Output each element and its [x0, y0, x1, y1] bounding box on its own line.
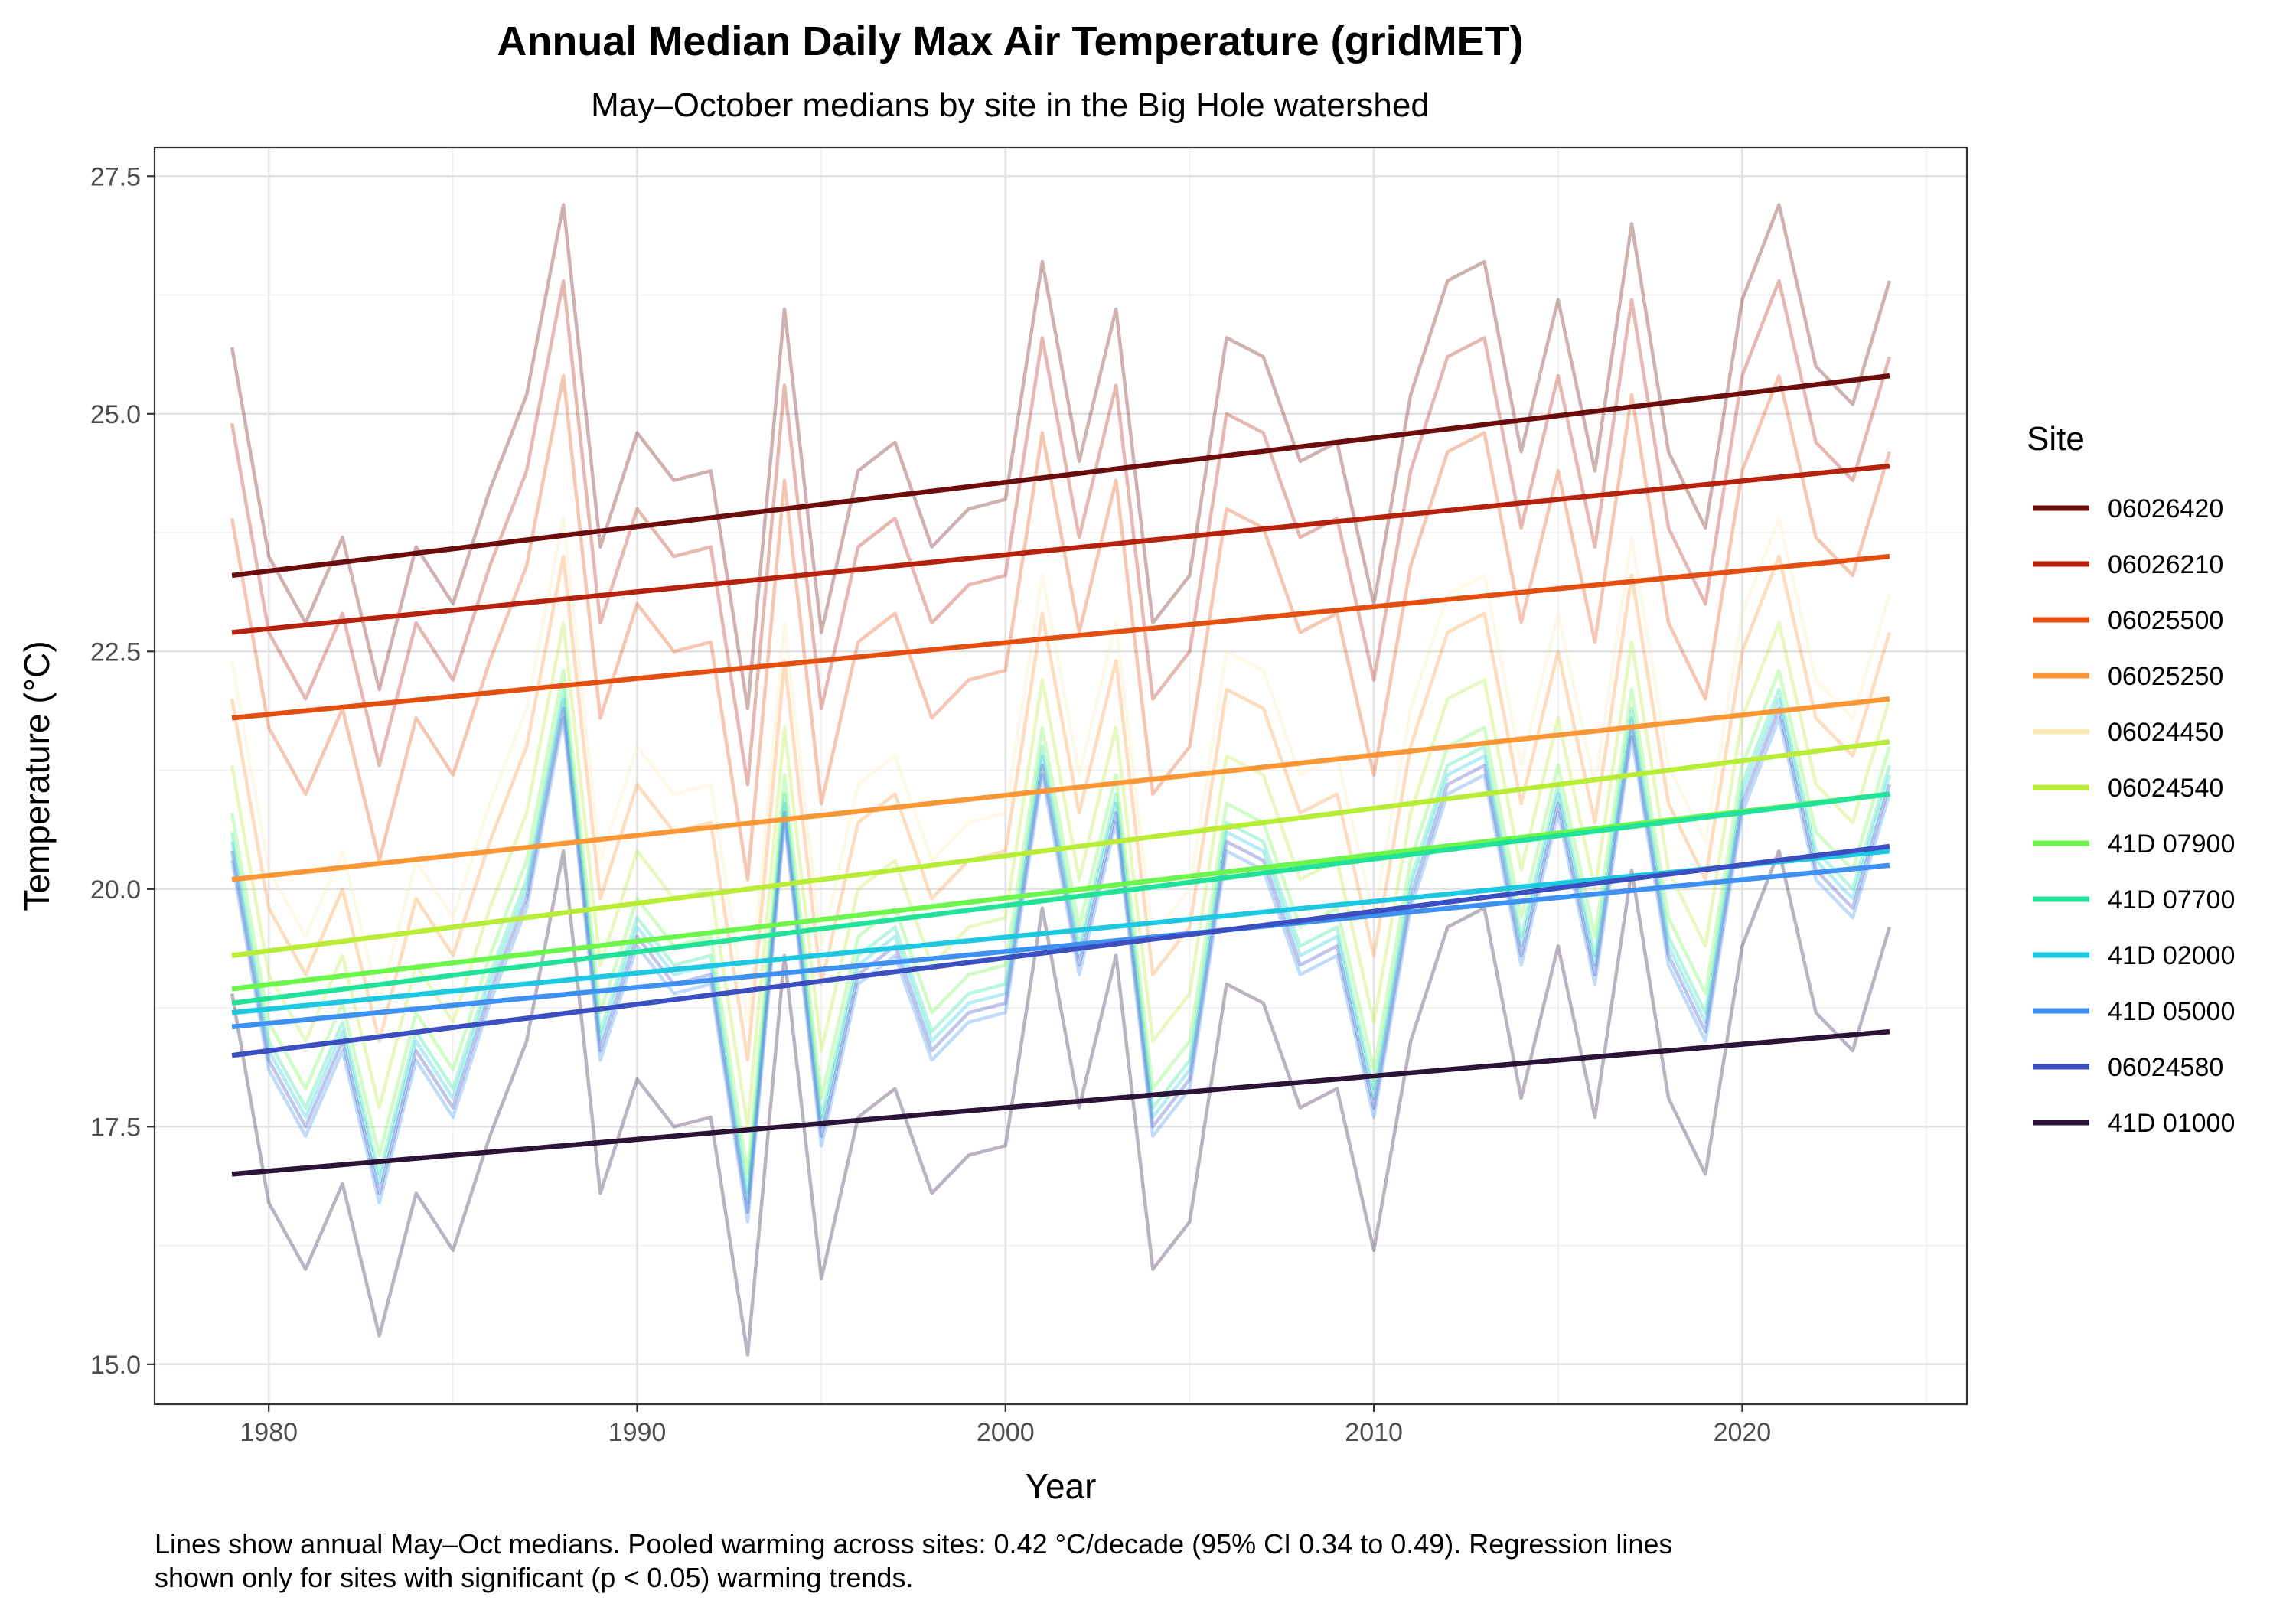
x-axis-title: Year: [1026, 1466, 1097, 1506]
legend-label: 06025500: [2108, 606, 2223, 635]
legend-label: 06026420: [2108, 494, 2223, 523]
y-tick-label: 22.5: [90, 637, 141, 667]
legend-title: Site: [2027, 420, 2085, 458]
chart-title: Annual Median Daily Max Air Temperature …: [497, 18, 1523, 64]
legend-label: 41D 01000: [2108, 1109, 2235, 1138]
legend-item-06026210: 06026210: [2033, 550, 2223, 579]
caption-line-1: Lines show annual May–Oct medians. Poole…: [155, 1528, 1672, 1560]
trend-line-41D-01000: [231, 1028, 1890, 1177]
y-tick-label: 27.5: [90, 162, 141, 191]
trend-lines: [231, 373, 1890, 1177]
legend-item-41D-01000: 41D 01000: [2033, 1109, 2235, 1138]
caption-line-2: shown only for sites with significant (p…: [155, 1562, 913, 1593]
y-tick-label: 17.5: [90, 1113, 141, 1142]
legend-item-41D-07900: 41D 07900: [2033, 830, 2235, 859]
y-tick-label: 15.0: [90, 1351, 141, 1380]
y-tick-label: 25.0: [90, 400, 141, 429]
trend-line-41D-05000: [231, 862, 1890, 1030]
chart-subtitle: May–October medians by site in the Big H…: [591, 86, 1430, 124]
x-tick-label: 2000: [977, 1418, 1035, 1447]
series-line-06025250: [230, 554, 1892, 1062]
legend-item-41D-02000: 41D 02000: [2033, 941, 2235, 970]
legend: 06026420 06026210 06025500 06025250 06024450…: [2033, 494, 2235, 1138]
trend-line-06026420: [231, 373, 1890, 579]
legend-label: 06024540: [2108, 774, 2223, 803]
legend-label: 41D 07700: [2108, 885, 2235, 914]
legend-item-06024540: 06024540: [2033, 774, 2223, 803]
legend-label: 41D 07900: [2108, 830, 2235, 859]
series-line-06024450: [230, 517, 1892, 1024]
trend-line-06025500: [231, 553, 1890, 721]
legend-item-06026420: 06026420: [2033, 494, 2223, 523]
legend-label: 41D 05000: [2108, 997, 2235, 1026]
series-line-06026420: [230, 203, 1892, 711]
y-axis-title: Temperature (°C): [17, 641, 57, 911]
series-lines: [230, 203, 1892, 1357]
series-line-41D-01000: [230, 849, 1892, 1357]
series-line-06025500: [230, 373, 1892, 882]
legend-label: 06026210: [2108, 550, 2223, 579]
trend-line-06024580: [231, 843, 1890, 1058]
series-line-06026210: [230, 279, 1892, 787]
plot-panel-border: [153, 146, 1968, 1406]
y-tick-label: 20.0: [90, 875, 141, 905]
trend-line-41D-02000: [231, 848, 1890, 1015]
trend-line-41D-07700: [231, 791, 1890, 1006]
trend-line-06025250: [231, 696, 1890, 882]
series-line-06024540: [230, 621, 1892, 1129]
legend-item-41D-05000: 41D 05000: [2033, 997, 2235, 1026]
x-tick-label: 1990: [608, 1418, 667, 1447]
legend-item-06024580: 06024580: [2033, 1053, 2223, 1082]
series-line-41D-02000: [230, 697, 1892, 1204]
legend-item-06024450: 06024450: [2033, 718, 2223, 747]
x-tick-label: 1980: [240, 1418, 298, 1447]
legend-label: 41D 02000: [2108, 941, 2235, 970]
legend-label: 06024580: [2108, 1053, 2223, 1082]
x-tick-label: 2020: [1714, 1418, 1772, 1447]
trend-line-06024540: [231, 739, 1890, 958]
legend-item-06025500: 06025500: [2033, 606, 2223, 635]
x-tick-label: 2010: [1345, 1418, 1403, 1447]
series-line-41D-07900: [230, 668, 1892, 1176]
trend-line-06026210: [231, 463, 1890, 635]
legend-label: 06024450: [2108, 718, 2223, 747]
legend-item-06025250: 06025250: [2033, 662, 2223, 691]
series-line-06024580: [230, 706, 1892, 1214]
legend-item-41D-07700: 41D 07700: [2033, 885, 2235, 914]
legend-label: 06025250: [2108, 662, 2223, 691]
axis-ticks: 1980 1990 2000 2010 2020 15.0 17.5 20.0 22.5 25.0…: [90, 162, 1771, 1447]
